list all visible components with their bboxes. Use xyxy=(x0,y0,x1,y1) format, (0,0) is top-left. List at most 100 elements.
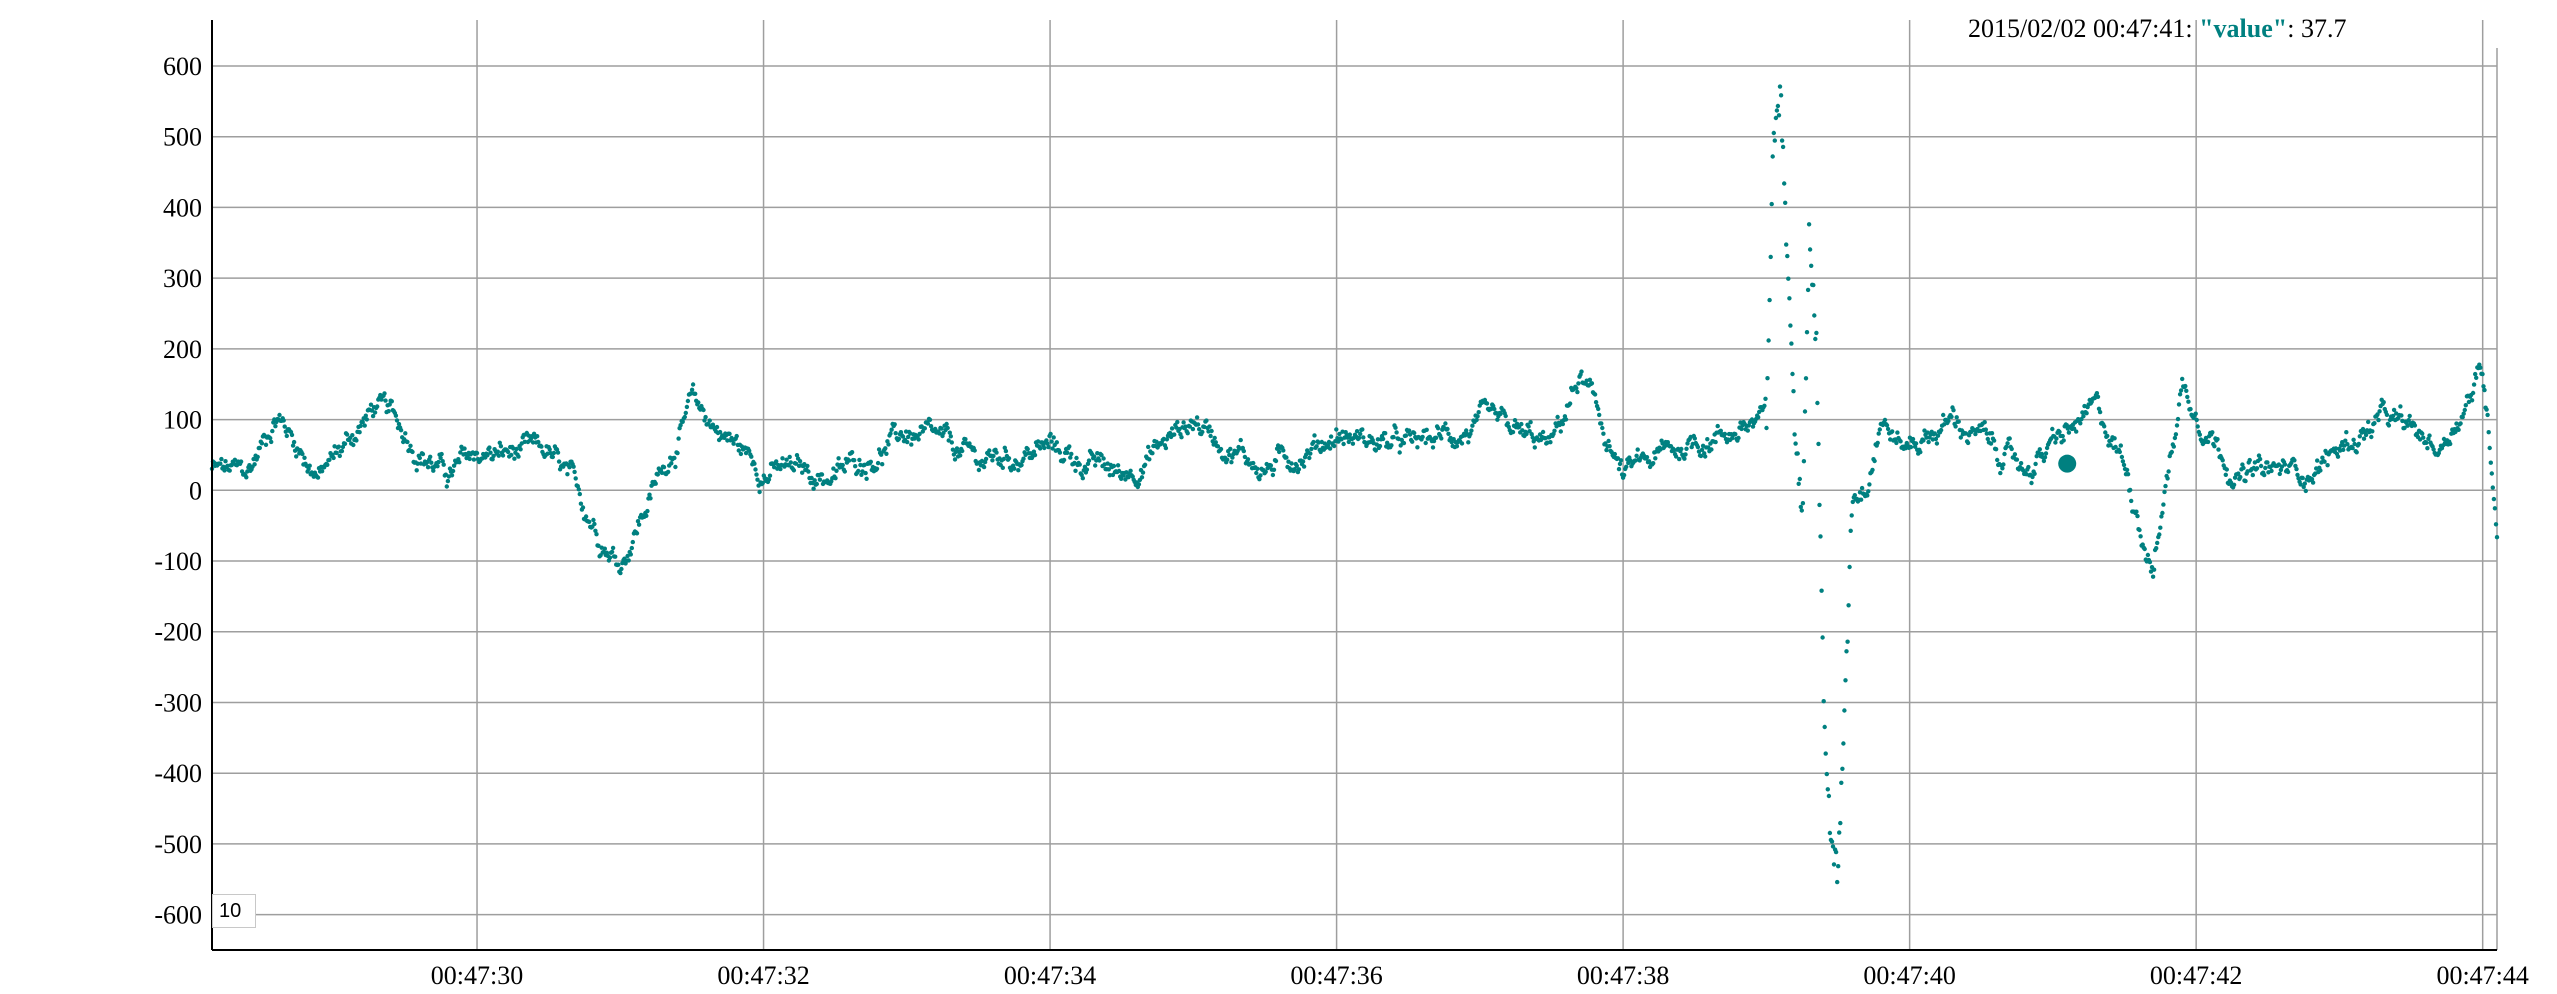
data-point xyxy=(1607,444,1612,449)
data-point xyxy=(2257,456,2263,462)
data-point xyxy=(2096,406,2102,411)
data-point xyxy=(1529,432,1534,437)
legend-timestamp: 2015/02/02 00:47:41: xyxy=(1968,14,2193,43)
data-point xyxy=(1092,454,1097,459)
data-point xyxy=(1848,528,1853,533)
data-point xyxy=(619,566,624,572)
data-point xyxy=(1835,879,1840,885)
data-point xyxy=(1876,431,1881,436)
data-point xyxy=(635,519,641,524)
data-point xyxy=(1380,436,1386,442)
data-point xyxy=(806,469,811,474)
data-point xyxy=(791,468,797,473)
data-point xyxy=(2186,399,2191,404)
data-point xyxy=(415,461,420,466)
data-point xyxy=(1049,439,1054,444)
data-point xyxy=(991,453,996,459)
data-point xyxy=(628,552,633,557)
data-point xyxy=(360,419,365,425)
data-point xyxy=(2372,421,2377,426)
data-point xyxy=(372,410,378,415)
data-point xyxy=(530,440,536,445)
data-point xyxy=(1884,423,1890,428)
data-point xyxy=(2103,430,2108,435)
data-point xyxy=(1653,456,1658,461)
data-point xyxy=(2194,417,2199,423)
data-point xyxy=(1926,439,1931,445)
data-point xyxy=(1593,400,1599,405)
data-point xyxy=(1823,751,1828,756)
data-point xyxy=(1841,741,1846,746)
data-point xyxy=(1241,448,1247,454)
data-point xyxy=(1512,418,1518,423)
data-point xyxy=(2029,480,2034,486)
data-point xyxy=(610,545,616,551)
data-point xyxy=(2173,432,2179,437)
data-point xyxy=(1540,429,1546,435)
data-point xyxy=(1069,451,1074,457)
data-point xyxy=(2157,532,2162,537)
data-point xyxy=(441,462,446,467)
data-point xyxy=(2165,476,2170,481)
data-point xyxy=(981,464,987,470)
data-point xyxy=(578,501,584,506)
data-point xyxy=(1775,103,1781,109)
roll-period-input[interactable] xyxy=(212,894,256,928)
data-point xyxy=(1776,113,1782,118)
data-point xyxy=(1621,472,1627,478)
data-point xyxy=(836,456,841,461)
data-point xyxy=(2335,454,2341,459)
data-point xyxy=(471,457,477,462)
data-point xyxy=(516,454,521,459)
data-point xyxy=(1526,424,1531,429)
data-point xyxy=(1263,469,1268,474)
data-point xyxy=(1383,431,1388,436)
data-point xyxy=(2053,440,2058,445)
data-point xyxy=(1327,446,1333,451)
data-point xyxy=(1077,462,1082,467)
data-point xyxy=(950,447,956,452)
data-point xyxy=(874,466,880,471)
data-point xyxy=(268,436,273,441)
data-point xyxy=(2169,449,2174,455)
data-point xyxy=(2212,444,2217,449)
data-point xyxy=(1475,414,1480,419)
data-point xyxy=(1793,441,1798,446)
data-point xyxy=(672,455,677,461)
data-point xyxy=(852,458,857,463)
data-point xyxy=(927,417,933,422)
data-point xyxy=(2398,404,2403,409)
data-point xyxy=(1336,439,1341,444)
data-point xyxy=(2118,443,2123,448)
data-point xyxy=(1612,451,1618,457)
data-point xyxy=(1985,436,1991,442)
data-point xyxy=(2302,481,2307,486)
data-point xyxy=(2406,418,2411,423)
data-point xyxy=(2482,387,2487,393)
data-point xyxy=(548,451,553,456)
data-point xyxy=(1038,446,1043,451)
data-point xyxy=(1194,415,1200,420)
data-point xyxy=(1209,428,1214,434)
data-point xyxy=(2463,403,2468,408)
data-point xyxy=(963,437,968,442)
data-point xyxy=(2265,460,2270,465)
data-point xyxy=(2240,462,2245,467)
data-point xyxy=(2113,444,2118,450)
data-point xyxy=(1600,425,1605,431)
data-point xyxy=(1973,431,1978,437)
data-point xyxy=(1745,428,1751,433)
data-point xyxy=(1474,417,1479,423)
data-point xyxy=(1778,93,1784,98)
data-point xyxy=(370,413,376,419)
data-point xyxy=(2469,398,2475,403)
data-point xyxy=(282,424,287,429)
data-point xyxy=(666,469,671,475)
data-point xyxy=(2300,475,2305,481)
data-point xyxy=(363,413,368,418)
data-point xyxy=(1454,444,1460,449)
data-point xyxy=(1225,457,1230,462)
data-point xyxy=(414,468,419,473)
data-point xyxy=(1337,431,1342,437)
